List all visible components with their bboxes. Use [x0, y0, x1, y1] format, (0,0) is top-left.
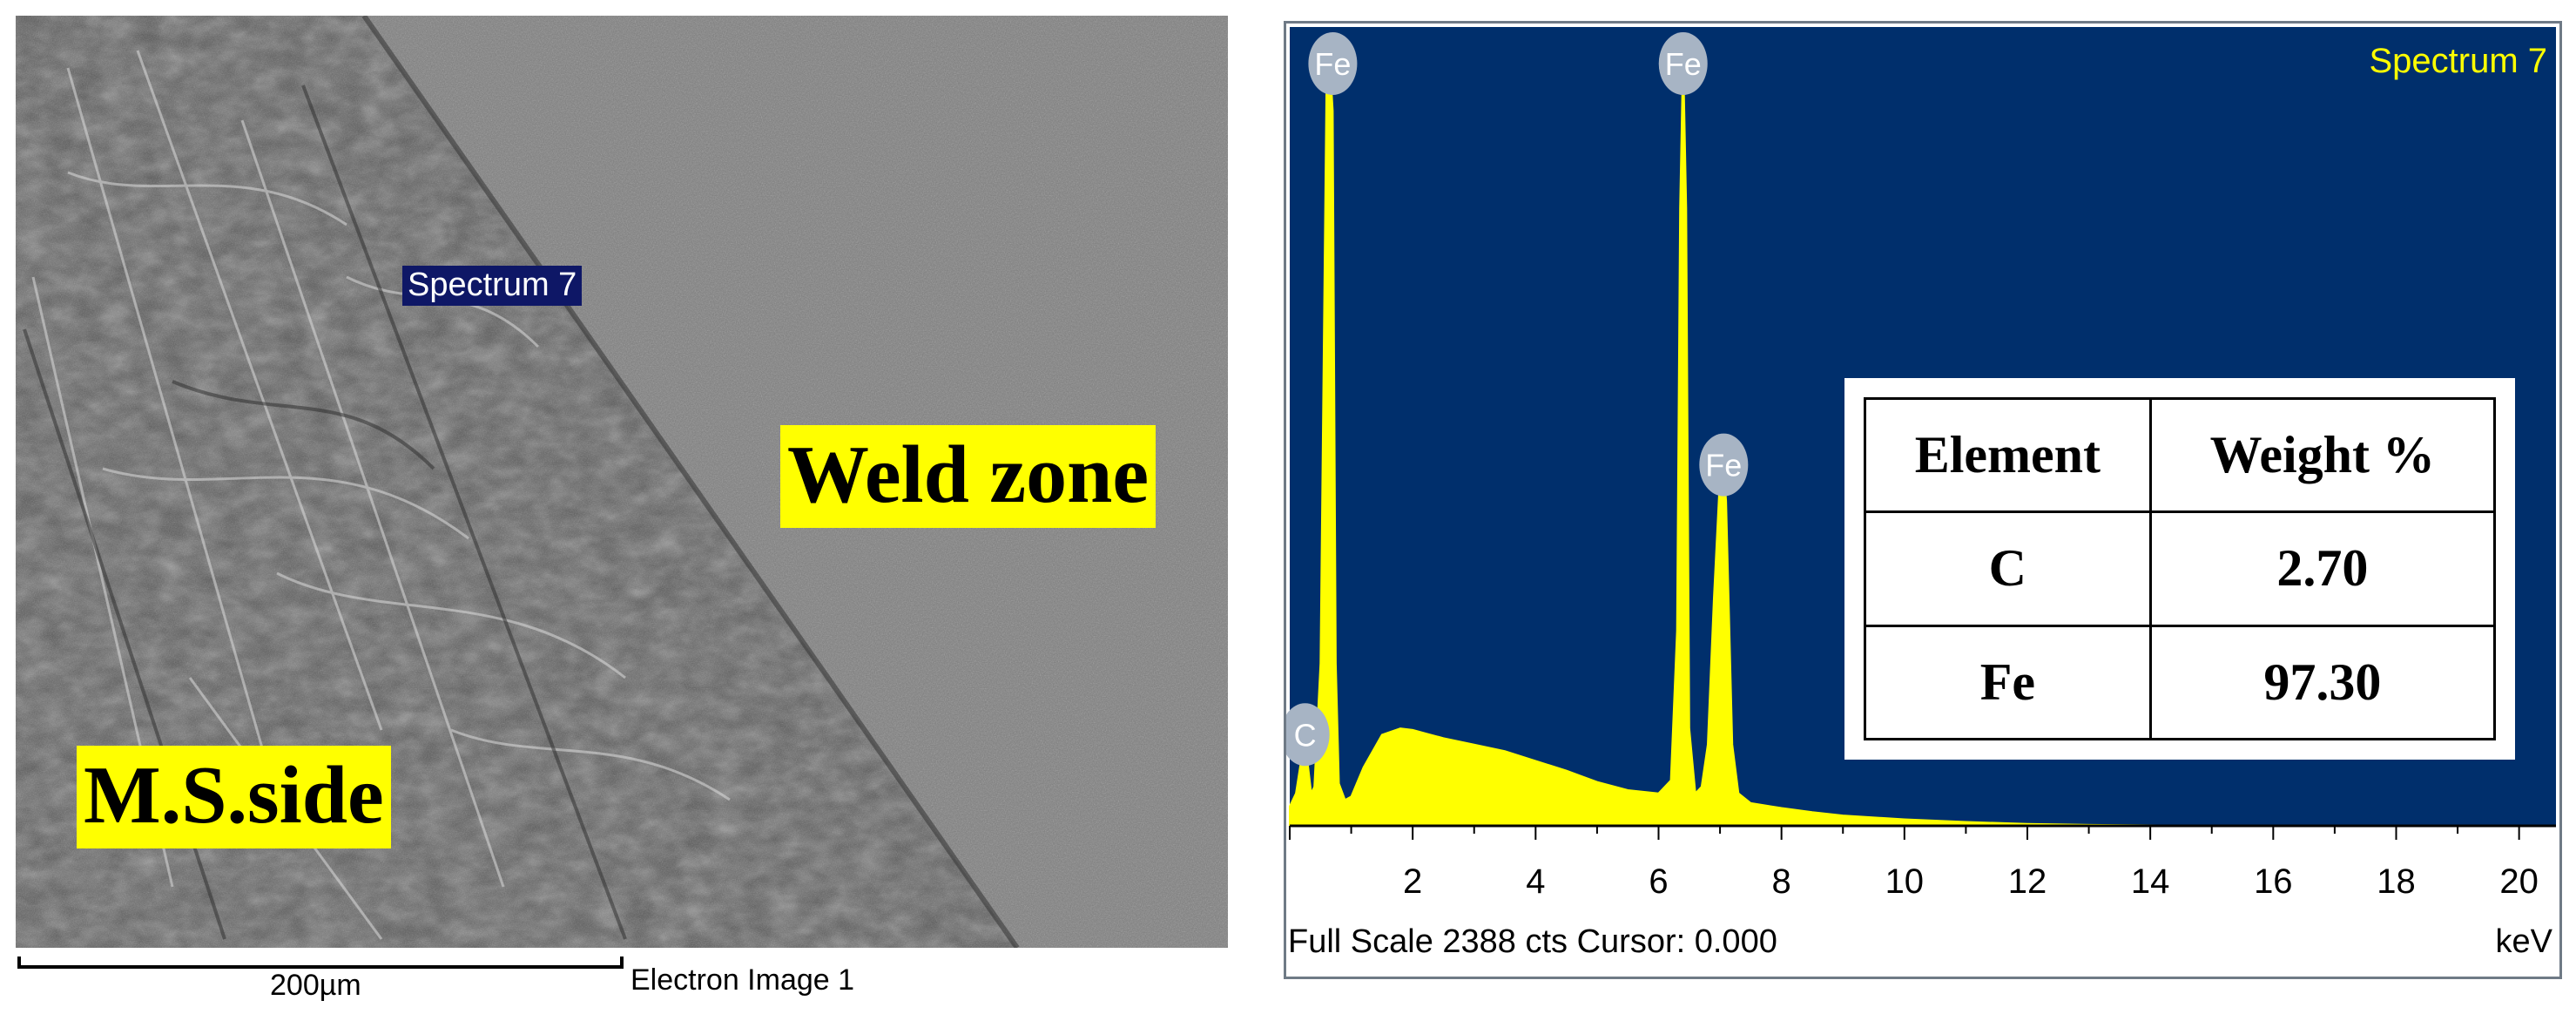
peak-marker-fe-2: Fe: [1699, 433, 1749, 497]
cell-element: C: [1864, 510, 2152, 627]
x-tick-label: 8: [1772, 862, 1791, 901]
table-row: C 2.70: [1864, 510, 2497, 627]
svg-text:Fe: Fe: [1314, 46, 1351, 82]
composition-table: Element Weight % C 2.70 Fe 97.30: [1864, 396, 2497, 741]
x-tick-label: 20: [2499, 862, 2539, 901]
peak-marker-fe-1: Fe: [1658, 32, 1708, 95]
peak-layer: Fe Fe Fe C: [1286, 32, 1749, 767]
tick-layer: 2 4 6 8 10 12 14 16 18 20: [1289, 826, 2539, 901]
scale-bar: [17, 957, 624, 969]
peak-marker-c-3: C: [1286, 703, 1330, 767]
spectrum-marker: Spectrum 7: [402, 266, 583, 306]
x-tick-label: 2: [1403, 862, 1422, 901]
weld-zone-label: Weld zone: [780, 425, 1157, 528]
svg-text:Fe: Fe: [1665, 46, 1702, 82]
x-tick-label: 18: [2377, 862, 2416, 901]
sem-panel: Weld zone M.S.side Spectrum 7 200µm Elec…: [0, 0, 1237, 1014]
scale-bar-label: 200µm: [270, 969, 361, 1002]
svg-text:C: C: [1294, 717, 1317, 753]
svg-text:Fe: Fe: [1705, 448, 1742, 483]
table-header-row: Element Weight %: [1864, 396, 2497, 514]
x-tick-label: 4: [1526, 862, 1545, 901]
x-tick-label: 12: [2008, 862, 2047, 901]
header-weight: Weight %: [2148, 396, 2497, 514]
chart-title: Spectrum 7: [2369, 42, 2547, 80]
x-tick-label: 16: [2254, 862, 2293, 901]
image-caption: Electron Image 1: [631, 963, 855, 997]
ms-side-label: M.S.side: [77, 746, 391, 848]
cell-weight: 97.30: [2148, 624, 2497, 741]
composition-table-panel: Element Weight % C 2.70 Fe 97.30: [1844, 378, 2515, 760]
peak-marker-fe-0: Fe: [1308, 32, 1358, 95]
header-element: Element: [1864, 396, 2152, 514]
x-tick-label: 6: [1649, 862, 1668, 901]
x-tick-label: 10: [1885, 862, 1925, 901]
x-tick-label: 14: [2131, 862, 2170, 901]
cell-element: Fe: [1864, 624, 2152, 741]
full-scale-readout: Full Scale 2388 cts Cursor: 0.000: [1288, 923, 1777, 960]
cell-weight: 2.70: [2148, 510, 2497, 627]
x-axis-label: keV: [2496, 923, 2553, 960]
table-row: Fe 97.30: [1864, 624, 2497, 741]
